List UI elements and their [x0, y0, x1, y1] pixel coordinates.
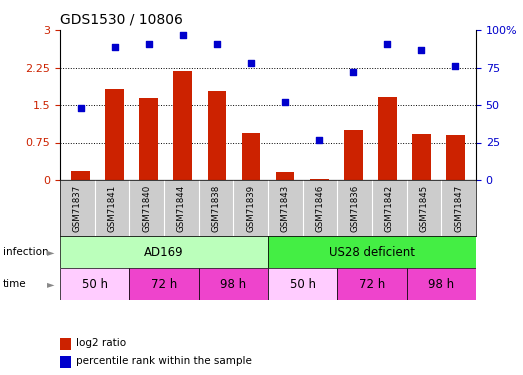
Point — [144, 40, 153, 46]
Point — [451, 63, 460, 69]
Bar — [60, 338, 71, 350]
Text: 72 h: 72 h — [359, 278, 385, 291]
Point — [315, 136, 323, 142]
Point — [179, 32, 187, 38]
Point — [281, 99, 289, 105]
Text: ►: ► — [48, 247, 55, 257]
Bar — [242, 132, 260, 180]
Bar — [446, 135, 465, 180]
Bar — [378, 96, 396, 180]
Point — [349, 69, 357, 75]
Text: GDS1530 / 10806: GDS1530 / 10806 — [60, 12, 183, 26]
Bar — [337, 268, 407, 300]
Bar — [60, 236, 268, 268]
Text: infection: infection — [3, 247, 48, 257]
Text: GSM71836: GSM71836 — [350, 184, 359, 232]
Bar — [60, 356, 71, 368]
Bar — [310, 179, 328, 180]
Text: US28 deficient: US28 deficient — [329, 246, 415, 259]
Text: GSM71847: GSM71847 — [454, 184, 463, 232]
Text: 50 h: 50 h — [82, 278, 108, 291]
Point — [110, 44, 119, 50]
Bar — [60, 268, 129, 300]
Point — [76, 105, 85, 111]
Text: GSM71843: GSM71843 — [281, 184, 290, 232]
Bar — [344, 130, 362, 180]
Text: GSM71845: GSM71845 — [419, 184, 428, 232]
Bar — [174, 71, 192, 180]
Text: 50 h: 50 h — [290, 278, 316, 291]
Bar — [407, 268, 476, 300]
Bar — [208, 91, 226, 180]
Bar — [199, 268, 268, 300]
Bar — [129, 268, 199, 300]
Point — [383, 40, 392, 46]
Text: percentile rank within the sample: percentile rank within the sample — [76, 357, 252, 366]
Text: GSM71842: GSM71842 — [385, 184, 394, 232]
Text: ►: ► — [48, 279, 55, 289]
Bar — [276, 171, 294, 180]
Point — [417, 46, 426, 53]
Bar — [105, 89, 124, 180]
Text: 98 h: 98 h — [220, 278, 246, 291]
Bar — [268, 236, 476, 268]
Text: GSM71844: GSM71844 — [177, 184, 186, 232]
Point — [247, 60, 255, 66]
Bar — [71, 171, 90, 180]
Bar — [268, 268, 337, 300]
Text: GSM71846: GSM71846 — [315, 184, 324, 232]
Bar — [140, 98, 158, 180]
Text: AD169: AD169 — [144, 246, 184, 259]
Text: log2 ratio: log2 ratio — [76, 339, 126, 348]
Text: time: time — [3, 279, 26, 289]
Text: GSM71840: GSM71840 — [142, 184, 151, 232]
Text: 98 h: 98 h — [428, 278, 454, 291]
Text: GSM71838: GSM71838 — [212, 184, 221, 232]
Text: GSM71839: GSM71839 — [246, 184, 255, 232]
Bar — [412, 134, 431, 180]
Text: GSM71837: GSM71837 — [73, 184, 82, 232]
Text: 72 h: 72 h — [151, 278, 177, 291]
Point — [213, 40, 221, 46]
Text: GSM71841: GSM71841 — [108, 184, 117, 232]
